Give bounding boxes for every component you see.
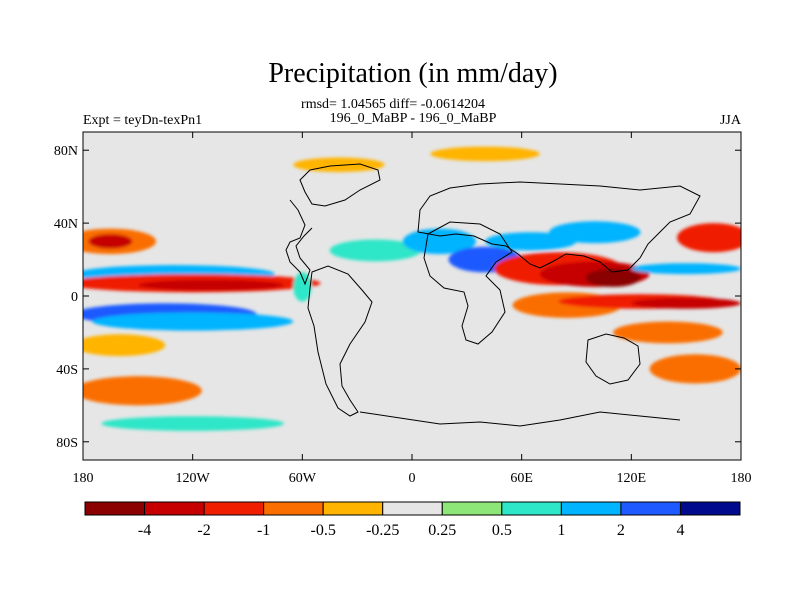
y-tick-label-4: 80S: [56, 436, 78, 451]
anomaly-patch-24: [631, 263, 741, 275]
colorbar-label-9: 4: [676, 522, 684, 539]
anomaly-patch-28: [101, 416, 285, 431]
coastline-north-america: [285, 199, 313, 286]
anomaly-patch-7: [83, 334, 166, 357]
y-tick-label-3: 40S: [56, 363, 78, 378]
coastline-greenland: [299, 163, 381, 207]
chart-subtitle: rmsd= 1.04565 diff= -0.0614204: [301, 97, 485, 112]
anomaly-patch-6: [92, 312, 294, 331]
colorbar-label-5: 0.25: [428, 522, 456, 539]
colorbar-box-3: [263, 501, 324, 516]
coastline-australia: [585, 333, 641, 385]
anomaly-patch-17: [585, 268, 641, 287]
colorbar-box-9: [620, 501, 681, 516]
anomaly-patch-10: [329, 239, 422, 262]
coastline-south-america: [307, 265, 373, 417]
colorbar-box-8: [560, 501, 622, 516]
x-tick-label-0: 180: [73, 471, 94, 486]
colorbar-box-10: [679, 501, 741, 516]
anomaly-patch-23: [677, 223, 741, 253]
y-axis: 80N 40N 0 40S 80S: [54, 144, 741, 451]
colorbar-label-7: 1: [557, 522, 565, 539]
colorbar-label-0: -4: [138, 522, 151, 539]
coastline-africa: [423, 221, 513, 345]
x-axis: 180 120W 60W 0 60E 120E 180: [73, 132, 752, 486]
y-tick-label-2: 0: [71, 290, 78, 305]
coastline-eurasia: [417, 181, 701, 273]
experiment-label: Expt = teyDn-texPn1: [83, 113, 202, 128]
anomaly-patch-26: [293, 157, 385, 173]
anomaly-patch-4: [137, 279, 285, 291]
anomaly-patch-20: [631, 297, 741, 309]
precipitation-field: [83, 146, 741, 431]
colorbar-box-4: [322, 501, 384, 516]
x-tick-label-5: 120E: [617, 471, 647, 486]
colorbar-label-8: 2: [617, 522, 625, 539]
colorbar-label-6: 0.5: [492, 522, 512, 539]
season-label: JJA: [720, 113, 742, 128]
x-tick-label-1: 120W: [176, 471, 211, 486]
anomaly-patch-22: [649, 354, 741, 384]
colorbar-box-7: [501, 501, 562, 516]
colorbar-label-1: -2: [197, 522, 210, 539]
anomaly-patch-1: [88, 234, 133, 249]
colorbar-box-1: [144, 501, 205, 516]
anomaly-patch-25: [549, 221, 641, 244]
x-tick-label-2: 60W: [289, 471, 317, 486]
colorbar-label-2: -1: [257, 522, 270, 539]
coastlines: [285, 163, 701, 427]
anomaly-patch-21: [613, 321, 723, 344]
anomaly-patch-11: [402, 228, 476, 255]
center-label: 196_0_MaBP - 196_0_MaBP: [330, 111, 497, 126]
anomaly-patch-8: [83, 376, 202, 406]
x-tick-label-3: 0: [409, 471, 416, 486]
anomaly-patch-27: [430, 146, 540, 162]
map-panel: [82, 131, 742, 461]
colorbar-box-0: [84, 501, 146, 516]
y-tick-label-1: 40N: [54, 217, 78, 232]
colorbar-label-4: -0.25: [366, 522, 399, 539]
colorbar-box-6: [441, 501, 503, 516]
y-tick-label-0: 80N: [54, 144, 78, 159]
x-tick-label-6: 180: [731, 471, 752, 486]
coastline-antarctica: [359, 411, 681, 427]
colorbar-box-5: [382, 501, 443, 516]
chart-title: Precipitation (in mm/day): [268, 58, 557, 89]
colorbar: -4 -2 -1 -0.5 -0.25 0.25 0.5 1 2 4: [84, 501, 741, 539]
colorbar-box-2: [203, 501, 265, 516]
colorbar-label-3: -0.5: [311, 522, 336, 539]
x-tick-label-4: 60E: [510, 471, 533, 486]
